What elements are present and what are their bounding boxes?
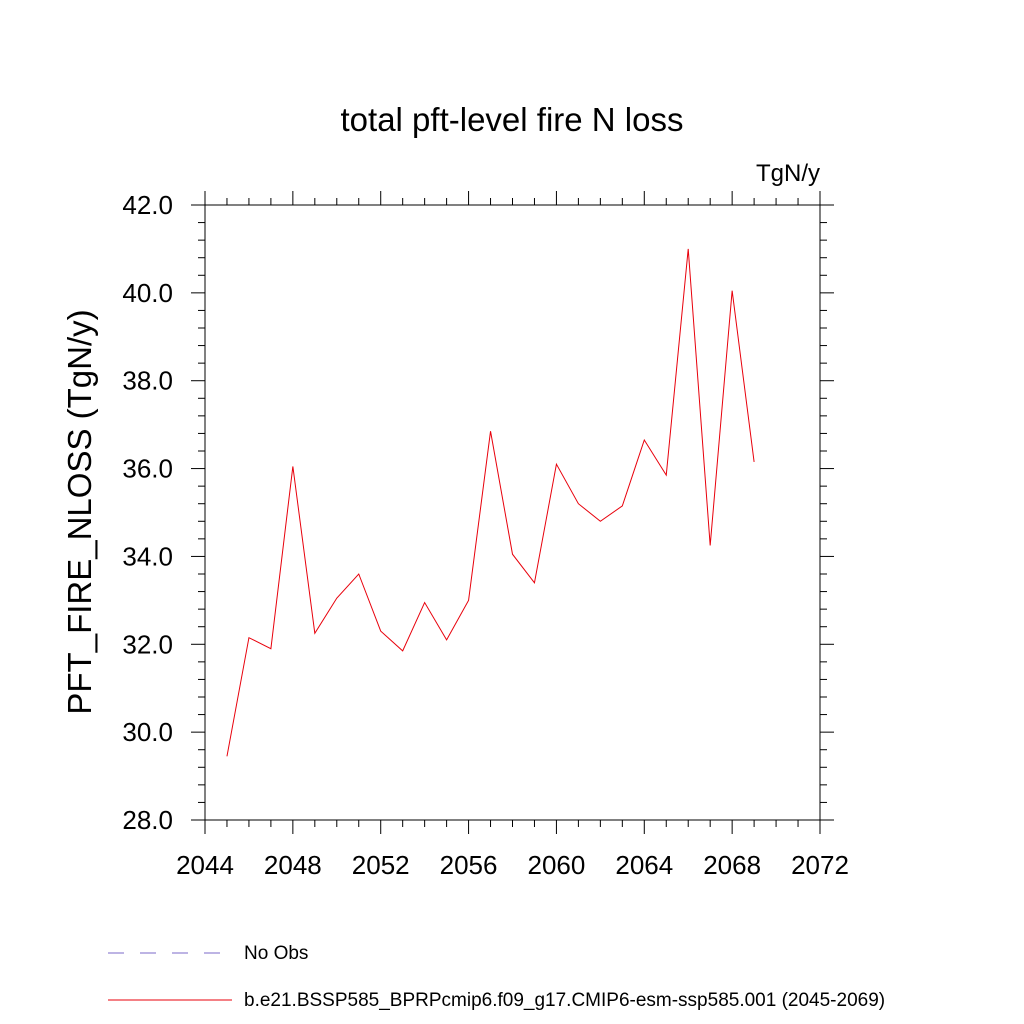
legend-label-model: b.e21.BSSP585_BPRPcmip6.f09_g17.CMIP6-es… <box>244 990 885 1011</box>
x-tick-label: 2044 <box>176 850 234 880</box>
y-tick-label: 28.0 <box>122 805 173 835</box>
y-axis-label: PFT_FIRE_NLOSS (TgN/y) <box>61 309 98 714</box>
x-tick-label: 2052 <box>352 850 410 880</box>
series-layer <box>226 248 755 757</box>
chart-title: total pft-level fire N loss <box>341 101 684 138</box>
tick-labels: 2044 2048 2052 2056 2060 2064 2068 2072 28.0 30.0… <box>122 190 849 880</box>
y-tick-label: 38.0 <box>122 366 173 396</box>
y-tick-label: 42.0 <box>122 190 173 220</box>
x-tick-label: 2064 <box>615 850 673 880</box>
units-label: TgN/y <box>756 160 820 187</box>
x-tick-label: 2072 <box>791 850 849 880</box>
x-tick-label: 2056 <box>440 850 498 880</box>
plot-frame <box>204 204 821 821</box>
y-tick-label: 36.0 <box>122 454 173 484</box>
series-line-model <box>226 248 755 757</box>
y-tick-label: 30.0 <box>122 717 173 747</box>
legend: No Obs b.e21.BSSP585_BPRPcmip6.f09_g17.CM… <box>108 943 885 1011</box>
axis-ticks <box>191 191 834 834</box>
legend-label-obs: No Obs <box>244 943 308 964</box>
x-tick-label: 2048 <box>264 850 322 880</box>
y-tick-label: 40.0 <box>122 278 173 308</box>
y-tick-label: 32.0 <box>122 629 173 659</box>
x-tick-label: 2060 <box>528 850 586 880</box>
x-tick-label: 2068 <box>703 850 761 880</box>
y-tick-label: 34.0 <box>122 541 173 571</box>
